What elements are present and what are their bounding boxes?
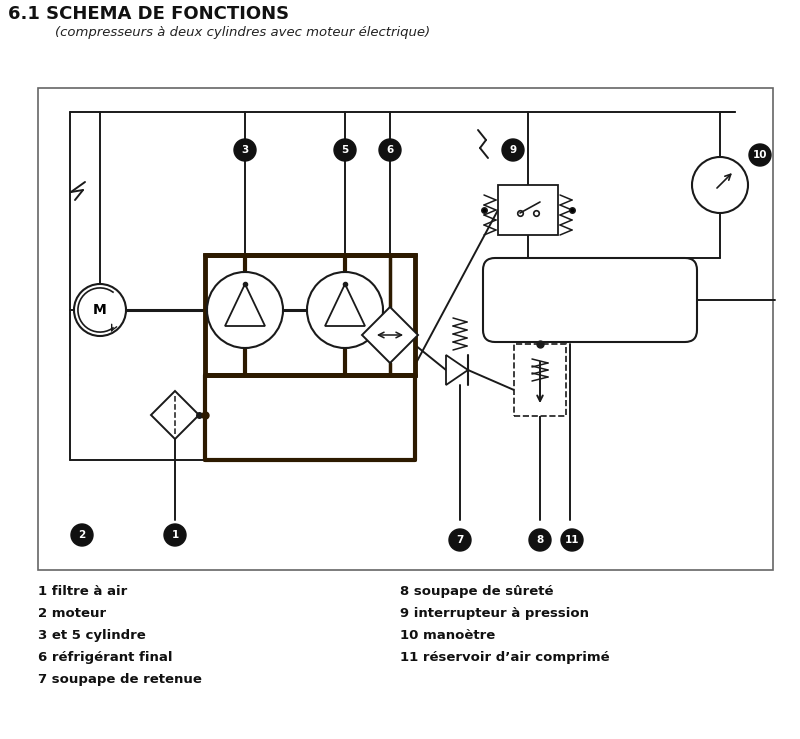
Text: 8: 8 — [536, 535, 544, 545]
Circle shape — [207, 272, 283, 348]
Circle shape — [307, 272, 383, 348]
Text: 10: 10 — [753, 150, 767, 160]
Polygon shape — [225, 284, 265, 326]
Circle shape — [71, 524, 93, 546]
Text: 6 réfrigérant final: 6 réfrigérant final — [38, 651, 173, 664]
Text: 1: 1 — [171, 530, 178, 540]
Text: 6.1 SCHEMA DE FONCTIONS: 6.1 SCHEMA DE FONCTIONS — [8, 5, 289, 23]
Text: 11 réservoir d’air comprimé: 11 réservoir d’air comprimé — [400, 651, 610, 664]
Text: 9 interrupteur à pression: 9 interrupteur à pression — [400, 607, 589, 620]
Text: 11: 11 — [565, 535, 579, 545]
Polygon shape — [325, 284, 365, 326]
Text: 1 filtre à air: 1 filtre à air — [38, 585, 127, 598]
Text: 3 et 5 cylindre: 3 et 5 cylindre — [38, 629, 146, 642]
Text: 3: 3 — [242, 145, 249, 155]
Circle shape — [234, 139, 256, 161]
Circle shape — [692, 157, 748, 213]
Bar — [514, 344, 566, 416]
Text: 5: 5 — [342, 145, 349, 155]
Text: 10 manoètre: 10 manoètre — [400, 629, 495, 642]
Circle shape — [334, 139, 356, 161]
Bar — [498, 185, 558, 235]
Text: 7 soupape de retenue: 7 soupape de retenue — [38, 673, 202, 686]
Text: 2: 2 — [78, 530, 86, 540]
Text: 2 moteur: 2 moteur — [38, 607, 106, 620]
Bar — [38, 88, 773, 570]
Circle shape — [379, 139, 401, 161]
Circle shape — [164, 524, 186, 546]
Circle shape — [561, 529, 583, 551]
Bar — [205, 255, 415, 375]
Text: 6: 6 — [386, 145, 394, 155]
Circle shape — [502, 139, 524, 161]
Circle shape — [74, 284, 126, 336]
Text: (compresseurs à deux cylindres avec moteur électrique): (compresseurs à deux cylindres avec mote… — [55, 26, 430, 39]
Polygon shape — [362, 307, 418, 363]
Polygon shape — [151, 391, 199, 439]
Circle shape — [529, 529, 551, 551]
FancyBboxPatch shape — [483, 258, 697, 342]
Text: 9: 9 — [510, 145, 517, 155]
Polygon shape — [446, 355, 468, 385]
Text: 8 soupape de sûreté: 8 soupape de sûreté — [400, 585, 554, 598]
Text: M: M — [93, 303, 107, 317]
Text: 7: 7 — [456, 535, 464, 545]
Circle shape — [449, 529, 471, 551]
Circle shape — [749, 144, 771, 166]
